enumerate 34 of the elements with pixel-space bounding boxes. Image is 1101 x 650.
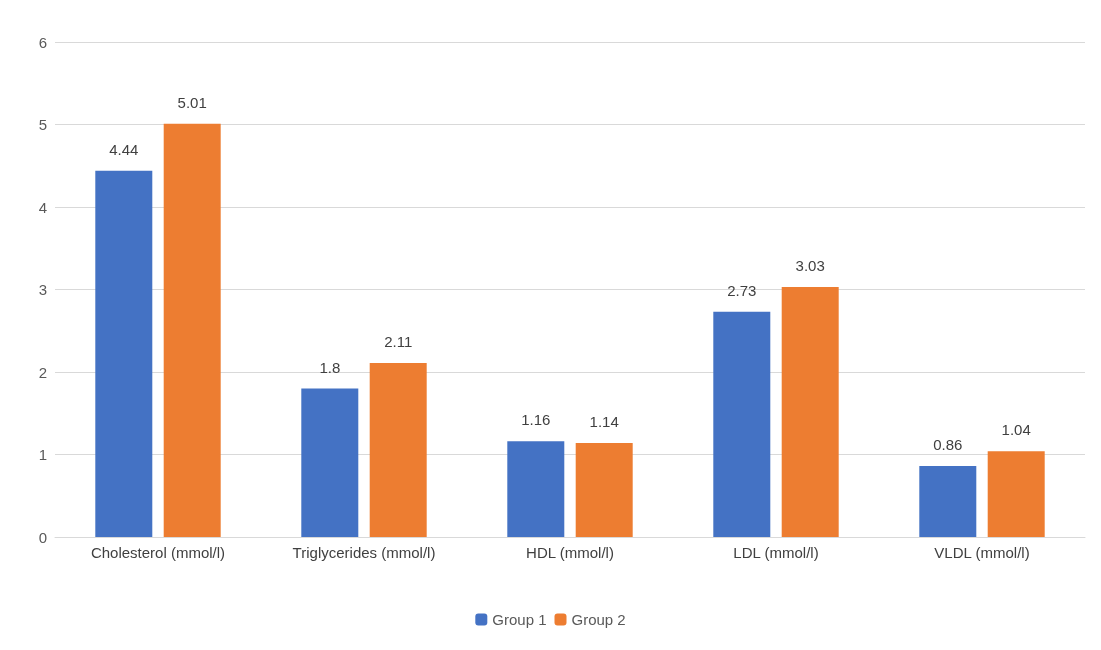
y-tick-label: 2: [38, 363, 47, 381]
legend-label: Group 2: [571, 611, 626, 628]
data-label: 5.01: [177, 93, 207, 111]
bar: [781, 287, 839, 537]
x-tick-label: HDL (mmol/l): [526, 544, 614, 561]
x-tick-label: VLDL (mmol/l): [934, 544, 1030, 561]
bar: [919, 466, 977, 537]
bar: [575, 442, 633, 537]
bar: [507, 441, 565, 537]
x-tick-label: Cholesterol (mmol/l): [90, 544, 226, 561]
bar: [301, 388, 359, 537]
data-label: 1.8: [319, 358, 341, 376]
bar: [369, 362, 427, 537]
bar: [95, 170, 153, 537]
bar: [163, 123, 221, 537]
data-label: 1.16: [521, 411, 551, 429]
data-label: 0.86: [933, 436, 963, 454]
y-tick-label: 5: [38, 116, 47, 133]
legend-label: Group 1: [492, 611, 547, 628]
y-tick-label: 1: [38, 446, 47, 463]
y-tick-label: 4: [38, 198, 47, 216]
data-label: 1.14: [589, 412, 619, 430]
data-label: 3.03: [795, 257, 825, 275]
bar: [713, 311, 771, 537]
x-tick-label: LDL (mmol/l): [733, 544, 819, 561]
y-tick-label: 0: [38, 528, 47, 546]
data-label: 4.44: [109, 140, 139, 158]
y-tick-label: 6: [38, 33, 47, 51]
data-label: 2.11: [384, 332, 413, 350]
data-label: 1.04: [1001, 421, 1031, 439]
x-tick-label: Triglycerides (mmol/l): [292, 544, 436, 561]
data-label: 2.73: [727, 281, 757, 299]
bar: [987, 451, 1045, 537]
y-tick-label: 3: [38, 281, 47, 298]
